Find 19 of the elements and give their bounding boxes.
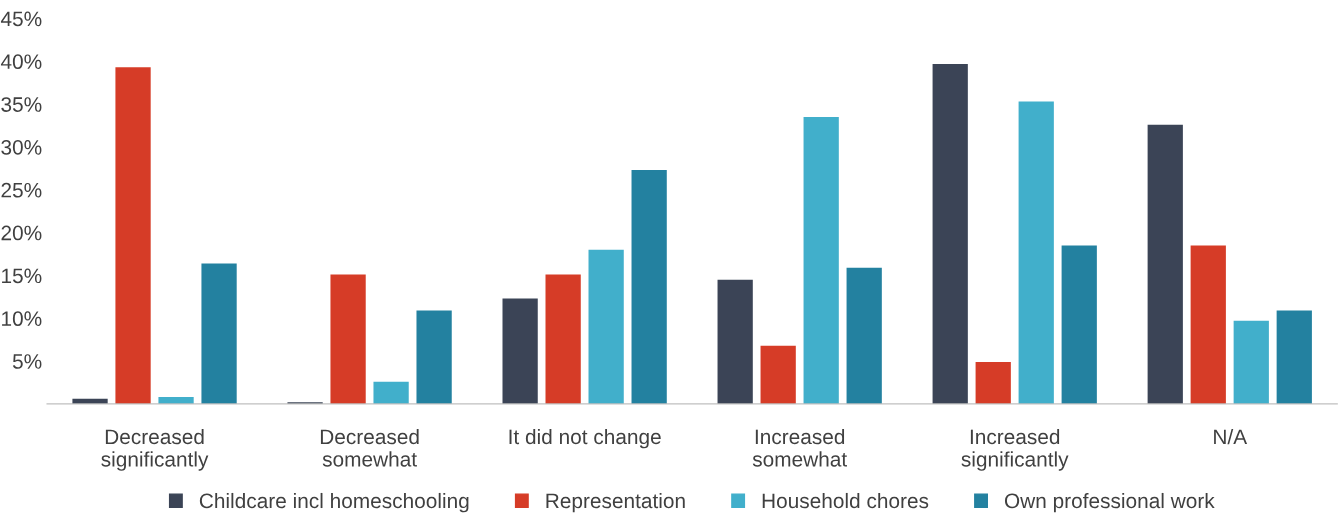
legend-label: Household chores (762, 492, 929, 509)
y-tick-label: 5% (12, 354, 42, 369)
legend-label: Representation (546, 492, 685, 513)
x-tick-label: Decreased significantly (101, 428, 209, 471)
y-tick-label: 35% (1, 97, 42, 112)
legend-label: Own professional work (1004, 492, 1215, 513)
legend-label: Childcare incl homeschooling (199, 492, 469, 513)
y-tick-label: 10% (2, 311, 42, 327)
y-tick-label: 15% (2, 268, 42, 284)
x-tick-label: Increased somewhat (752, 428, 847, 467)
y-tick-label: 20% (1, 225, 42, 241)
y-tick-label: 30% (1, 139, 42, 155)
x-tick-label: Decreased somewhat (320, 428, 419, 467)
x-tick-label: Increased significantly (961, 428, 1069, 471)
x-tick-label: N/A (1214, 428, 1248, 445)
x-tick-label: It did not change (509, 428, 661, 449)
y-tick-label: 45% (0, 11, 42, 27)
y-tick-label: 40% (0, 54, 42, 70)
y-tick-label: 25% (1, 182, 42, 198)
